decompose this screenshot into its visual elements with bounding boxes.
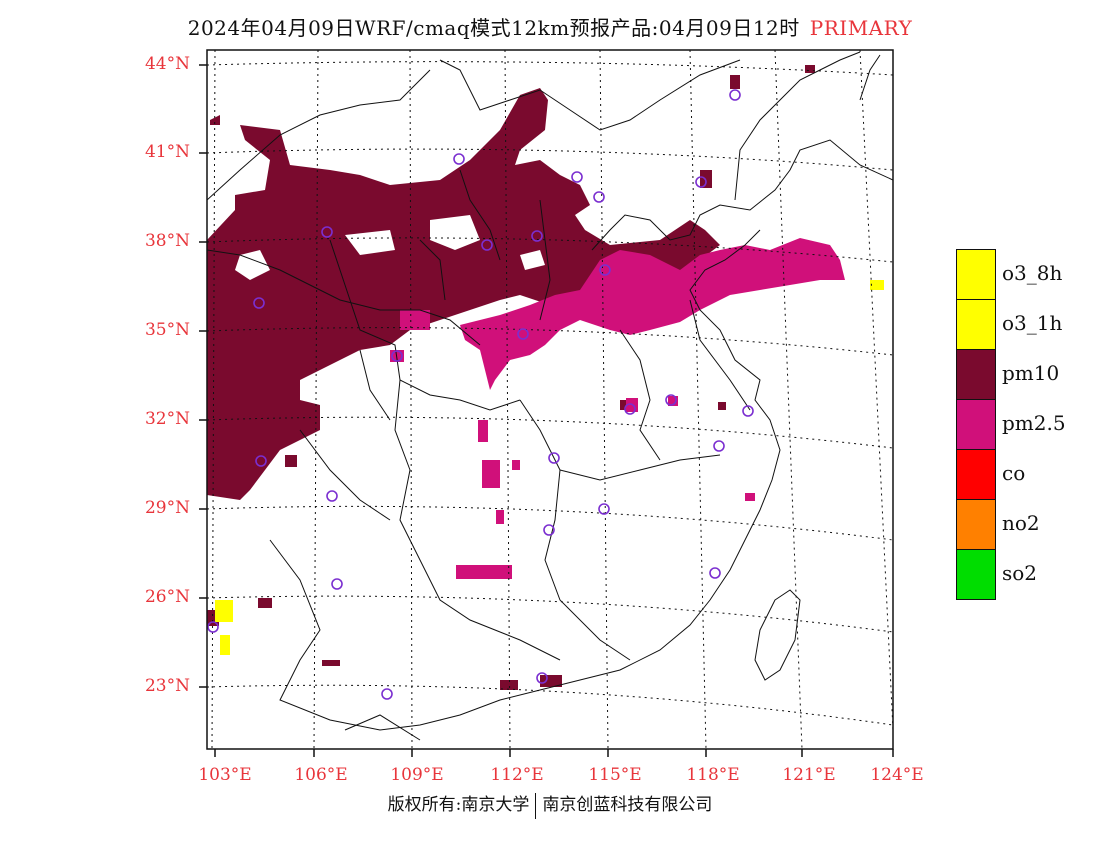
lat-label: 44°N	[144, 54, 190, 74]
boundaries	[207, 51, 893, 741]
legend-label: co	[1002, 461, 1026, 485]
lat-label: 32°N	[144, 409, 190, 429]
legend-swatch	[956, 449, 996, 500]
axis-ticks	[199, 64, 894, 757]
lon-label: 121°E	[782, 765, 836, 785]
legend-label: pm10	[1002, 361, 1060, 385]
legend-swatch	[956, 299, 996, 350]
lat-label: 38°N	[144, 231, 190, 251]
legend-swatch	[956, 249, 996, 300]
lat-label: 29°N	[144, 498, 190, 518]
lon-label: 118°E	[686, 765, 740, 785]
title-main: 2024年04月09日WRF/cmaq模式12km预报产品:04月09日12时	[187, 16, 800, 40]
map-title: 2024年04月09日WRF/cmaq模式12km预报产品:04月09日12时 P…	[0, 12, 1100, 41]
legend-label: pm2.5	[1002, 411, 1066, 435]
lat-label: 23°N	[144, 676, 190, 696]
lon-label: 124°E	[870, 765, 924, 785]
footer-separator	[535, 792, 537, 819]
copyright-right: 南京创蓝科技有限公司	[542, 795, 713, 815]
map-frame	[206, 49, 894, 750]
lon-label: 103°E	[198, 765, 252, 785]
lat-label: 41°N	[144, 142, 190, 162]
legend-label: o3_1h	[1002, 311, 1063, 335]
legend-label: o3_8h	[1002, 261, 1063, 285]
legend-swatch	[956, 499, 996, 550]
lat-label: 35°N	[144, 320, 190, 340]
legend-label: no2	[1002, 511, 1040, 535]
o3-region	[215, 280, 884, 655]
lat-label: 26°N	[144, 587, 190, 607]
lon-label: 115°E	[588, 765, 642, 785]
legend-swatch	[956, 549, 996, 600]
graticule	[207, 50, 893, 749]
copyright-footer: 版权所有:南京大学 南京创蓝科技有限公司	[0, 790, 1100, 819]
lon-label: 106°E	[294, 765, 348, 785]
city-markers	[207, 89, 754, 700]
legend-swatch	[956, 399, 996, 450]
title-tag: PRIMARY	[809, 16, 913, 40]
legend-swatch	[956, 349, 996, 400]
copyright-left: 版权所有:南京大学	[387, 795, 530, 815]
lon-label: 109°E	[390, 765, 444, 785]
lon-label: 112°E	[490, 765, 544, 785]
legend-label: so2	[1002, 561, 1038, 585]
